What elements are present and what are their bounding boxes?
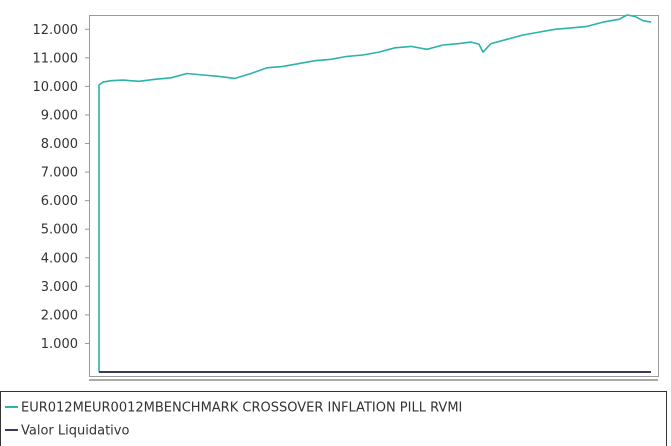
y-tick-label: 4.000 [41, 251, 78, 266]
y-tick-label: 12.000 [33, 23, 79, 38]
y-tick-label: 9.000 [41, 108, 78, 123]
series-line-1 [98, 14, 652, 372]
y-tick-label: 3.000 [41, 280, 78, 295]
y-axis: 1.000 2.000 3.000 4.000 5.000 6.000 7.000 8.000… [33, 23, 89, 352]
legend-frame [0, 391, 667, 446]
y-tick-label: 11.000 [33, 51, 79, 66]
y-tick-label: 2.000 [41, 308, 78, 323]
plot-area: 1.000 2.000 3.000 4.000 5.000 6.000 7.000 8.000… [33, 14, 659, 381]
y-tick-label: 8.000 [41, 137, 78, 152]
y-tick-label: 5.000 [41, 223, 78, 238]
series-layer [98, 14, 652, 373]
legend-label-1: EUR012MEUR0012MBENCHMARK CROSSOVER INFLA… [21, 401, 462, 416]
legend-label-2: Valor Liquidativo [21, 424, 129, 439]
y-tick-label: 10.000 [33, 80, 79, 95]
y-tick-label: 6.000 [41, 194, 78, 209]
y-tick-label: 7.000 [41, 166, 78, 181]
plot-frame [89, 15, 659, 377]
y-tick-label: 1.000 [41, 337, 78, 352]
legend: EUR012MEUR0012MBENCHMARK CROSSOVER INFLA… [0, 391, 667, 446]
